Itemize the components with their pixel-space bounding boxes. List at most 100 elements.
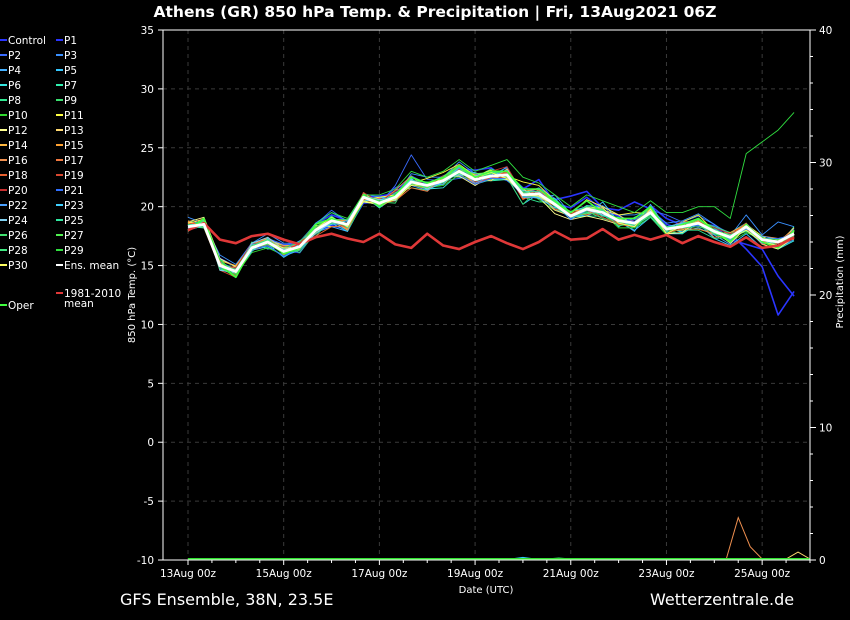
- x-tick-label: 19Aug 00z: [447, 568, 504, 580]
- legend-label: P3: [64, 50, 77, 62]
- x-axis-ticks: 13Aug 00z 15Aug 00z 17Aug 00z 19Aug 00z 21Au…: [160, 560, 811, 580]
- legend-item-ens-mean: Ens. mean: [56, 260, 119, 272]
- y-tick-label: -10: [137, 555, 154, 567]
- legend-item-control: Control: [0, 35, 46, 47]
- x-tick-label: 23Aug 00z: [638, 568, 695, 580]
- legend-label: P30: [8, 260, 28, 272]
- legend-label: P11: [64, 110, 84, 122]
- legend-label: Control: [8, 35, 46, 47]
- legend-item-p7: P7: [56, 80, 77, 92]
- legend-item-p3: P3: [56, 50, 77, 62]
- legend-label: P12: [8, 125, 28, 137]
- legend-item-p16: P16: [0, 155, 28, 167]
- legend-item-p12: P12: [0, 125, 28, 137]
- legend-label: P13: [64, 125, 84, 137]
- legend-label: P22: [8, 200, 28, 212]
- legend-item-p15: P15: [56, 140, 84, 152]
- y2-axis-label: Precipitation (mm): [835, 235, 846, 328]
- y-tick-label: 30: [141, 84, 154, 96]
- y2-tick-label: 40: [819, 25, 832, 37]
- legend-item-p28: P28: [0, 245, 28, 257]
- legend-label: P24: [8, 215, 28, 227]
- y2-tick-label: 20: [819, 290, 832, 302]
- legend-label: P2: [8, 50, 21, 62]
- y2-tick-label: 30: [819, 158, 832, 170]
- legend-label: P27: [64, 230, 84, 242]
- y-tick-label: 0: [147, 437, 154, 449]
- legend-label: P19: [64, 170, 84, 182]
- legend-item-p27: P27: [56, 230, 84, 242]
- legend-item-oper: Oper: [0, 300, 34, 312]
- legend-item-p17: P17: [56, 155, 84, 167]
- y2-tick-label: 10: [819, 423, 832, 435]
- legend-item-p13: P13: [56, 125, 84, 137]
- y2-axis-ticks: 40 30 20 10 0: [810, 25, 832, 567]
- legend-label: P10: [8, 110, 28, 122]
- legend-label: P25: [64, 215, 84, 227]
- legend-item-p9: P9: [56, 95, 77, 107]
- legend-item-p21: P21: [56, 185, 84, 197]
- y-axis-ticks: 35 30 25 20 15 10 5 0 -5 -10: [137, 25, 163, 567]
- legend-label: Ens. mean: [64, 260, 119, 272]
- x-tick-label: 13Aug 00z: [160, 568, 217, 580]
- x-tick-label: 21Aug 00z: [543, 568, 600, 580]
- legend-item-p2: P2: [0, 50, 21, 62]
- legend-item-p30: P30: [0, 260, 28, 272]
- x-axis-label: Date (UTC): [459, 585, 514, 596]
- legend-label: P29: [64, 245, 84, 257]
- legend-item-p24: P24: [0, 215, 28, 227]
- legend-label: P16: [8, 155, 28, 167]
- y-tick-label: 20: [141, 202, 154, 214]
- legend-item-p11: P11: [56, 110, 84, 122]
- series-line-p29: [187, 112, 795, 278]
- legend-label: P18: [8, 170, 28, 182]
- y-tick-label: 10: [141, 319, 154, 331]
- legend-label: P8: [8, 95, 21, 107]
- legend-label: P1: [64, 35, 77, 47]
- legend-item-p8: P8: [0, 95, 21, 107]
- y-tick-label: 25: [141, 143, 154, 155]
- x-tick-label: 17Aug 00z: [351, 568, 408, 580]
- footer-model: GFS Ensemble, 38N, 23.5E: [120, 590, 333, 609]
- legend-item-p6: P6: [0, 80, 21, 92]
- y-tick-label: 15: [141, 261, 154, 273]
- legend-item-p20: P20: [0, 185, 28, 197]
- legend-label: P21: [64, 185, 84, 197]
- legend-label: P4: [8, 65, 21, 77]
- legend-label: P15: [64, 140, 84, 152]
- legend-item-p10: P10: [0, 110, 28, 122]
- legend-label: P28: [8, 245, 28, 257]
- legend-label-line2: mean: [64, 298, 94, 310]
- legend-label: P23: [64, 200, 84, 212]
- chart-title: Athens (GR) 850 hPa Temp. & Precipitatio…: [154, 3, 717, 22]
- legend-label: Oper: [8, 300, 34, 312]
- legend-item-p14: P14: [0, 140, 28, 152]
- legend-label: P7: [64, 80, 77, 92]
- y-axis-label: 850 hPa Temp. (°C): [127, 247, 138, 343]
- legend-item-p26: P26: [0, 230, 28, 242]
- legend-label: P20: [8, 185, 28, 197]
- legend-label: P17: [64, 155, 84, 167]
- legend-item-p18: P18: [0, 170, 28, 182]
- legend-item-p23: P23: [56, 200, 84, 212]
- legend-item-p5: P5: [56, 65, 77, 77]
- y-tick-label: 35: [141, 25, 154, 37]
- highlight-series: [187, 164, 810, 560]
- series-line-climatology: [187, 221, 795, 251]
- grid: [163, 30, 810, 560]
- series-line-oper: [187, 164, 795, 279]
- legend-label: P26: [8, 230, 28, 242]
- legend-label: P9: [64, 95, 77, 107]
- legend-item-p4: P4: [0, 65, 21, 77]
- series-line-ens-mean: [187, 169, 795, 273]
- y2-tick-label: 0: [819, 555, 826, 567]
- legend-label: 1981-2010: [64, 288, 121, 300]
- legend-label: P6: [8, 80, 21, 92]
- legend-label: P14: [8, 140, 28, 152]
- legend: Control P1 P2 P3 P4 P5 P6 P7 P8 P9 P10 P11 P12 P13 P14…: [0, 35, 121, 312]
- legend-item-p25: P25: [56, 215, 84, 227]
- footer-source: Wetterzentrale.de: [650, 590, 794, 609]
